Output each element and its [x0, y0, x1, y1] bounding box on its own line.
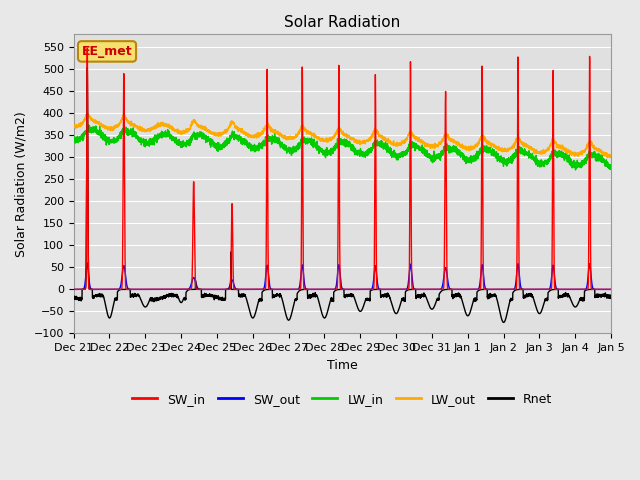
Text: EE_met: EE_met	[82, 45, 132, 58]
Y-axis label: Solar Radiation (W/m2): Solar Radiation (W/m2)	[15, 111, 28, 256]
Legend: SW_in, SW_out, LW_in, LW_out, Rnet: SW_in, SW_out, LW_in, LW_out, Rnet	[127, 387, 557, 410]
X-axis label: Time: Time	[327, 359, 358, 372]
Title: Solar Radiation: Solar Radiation	[284, 15, 401, 30]
